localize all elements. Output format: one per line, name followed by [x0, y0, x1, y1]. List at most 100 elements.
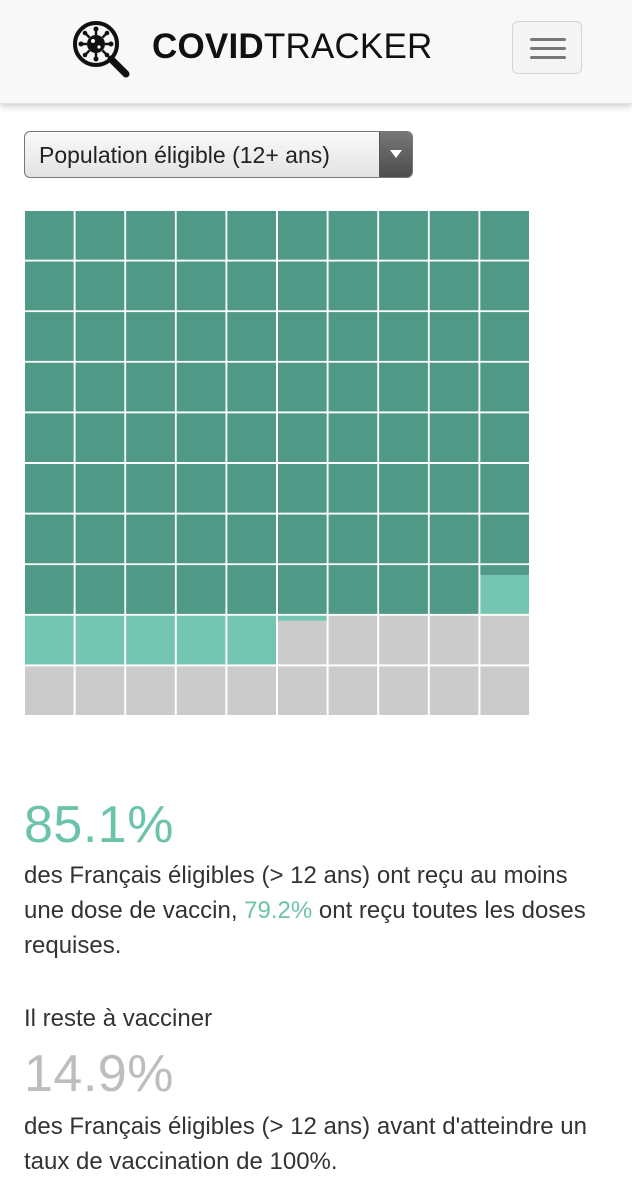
waffle-cell [126, 362, 175, 412]
waffle-cell [328, 666, 378, 715]
waffle-cell [126, 261, 175, 311]
waffle-cell [278, 312, 327, 361]
full-vaccinated-percentage: 79.2% [244, 897, 313, 924]
remaining-description: des Français éligibles (> 12 ans) avant … [24, 1113, 587, 1175]
waffle-cell [126, 565, 175, 614]
waffle-cell [429, 666, 479, 715]
waffle-cell [25, 362, 74, 412]
waffle-cell [75, 666, 125, 715]
waffle-cell [379, 615, 428, 665]
waffle-cell [278, 514, 327, 564]
waffle-cell [429, 413, 479, 462]
waffle-cell [429, 615, 479, 665]
waffle-cell [25, 413, 74, 462]
waffle-cell [176, 615, 226, 665]
dropdown-button[interactable] [379, 132, 412, 177]
waffle-cell [379, 565, 428, 614]
waffle-cell [328, 261, 378, 311]
waffle-cell [278, 615, 327, 665]
waffle-cell [480, 615, 529, 665]
waffle-cell [25, 615, 74, 665]
waffle-cell [126, 464, 175, 513]
waffle-cell [278, 464, 327, 513]
waffle-cell [75, 261, 125, 311]
waffle-cell [176, 514, 226, 564]
waffle-cell [480, 514, 529, 564]
brand-bold: COVID [152, 27, 264, 66]
waffle-cell [25, 261, 74, 311]
waffle-cell [328, 514, 378, 564]
waffle-cell [429, 312, 479, 361]
waffle-cell [176, 413, 226, 462]
waffle-cell [25, 565, 74, 614]
waffle-cell [176, 261, 226, 311]
brand-light: TRACKER [263, 27, 433, 66]
waffle-cell [480, 211, 529, 260]
waffle-cell [429, 514, 479, 564]
waffle-cell [176, 312, 226, 361]
vaccinated-description: des Français éligibles (> 12 ans) ont re… [24, 858, 614, 963]
waffle-cell [480, 312, 529, 361]
waffle-cell [75, 211, 125, 260]
waffle-cell [227, 615, 276, 665]
waffle-cell [126, 413, 175, 462]
waffle-cell [379, 464, 428, 513]
waffle-cell [75, 413, 125, 462]
waffle-cell [328, 362, 378, 412]
waffle-cell [227, 464, 276, 513]
virus-magnifier-icon[interactable] [70, 19, 132, 79]
waffle-cell [126, 666, 175, 715]
waffle-cell [429, 261, 479, 311]
dropdown-arrow-icon [390, 150, 402, 158]
menu-toggle-button[interactable] [512, 21, 582, 74]
waffle-cell [379, 514, 428, 564]
waffle-cell [227, 565, 276, 614]
vaccinated-percentage: 85.1% [24, 796, 174, 854]
waffle-cell [176, 565, 226, 614]
waffle-cell [379, 312, 428, 361]
waffle-cell [25, 312, 74, 361]
waffle-cell [278, 565, 327, 614]
waffle-cell [227, 413, 276, 462]
waffle-cell [25, 211, 74, 260]
population-select[interactable]: Population éligible (12+ ans) [24, 131, 413, 178]
vaccinated-text-after: ont reçu toutes les doses requises. [24, 897, 586, 959]
waffle-cell [480, 362, 529, 412]
waffle-cell [379, 261, 428, 311]
waffle-cell [429, 565, 479, 614]
remaining-percentage: 14.9% [24, 1045, 174, 1103]
waffle-cell [328, 565, 378, 614]
waffle-cell [126, 312, 175, 361]
vaccination-waffle-chart [24, 210, 530, 716]
waffle-cell [126, 615, 175, 665]
waffle-cell [480, 464, 529, 513]
waffle-cell [25, 514, 74, 564]
waffle-cell [75, 312, 125, 361]
waffle-cell [176, 362, 226, 412]
waffle-cell [176, 666, 226, 715]
waffle-cell [379, 413, 428, 462]
waffle-cell [328, 312, 378, 361]
waffle-cell [379, 362, 428, 412]
waffle-cell [25, 666, 74, 715]
waffle-cell [75, 615, 125, 665]
waffle-cell [278, 261, 327, 311]
waffle-cell [75, 565, 125, 614]
waffle-cell [227, 211, 276, 260]
waffle-cell [379, 211, 428, 260]
waffle-cell [328, 413, 378, 462]
waffle-cell [126, 514, 175, 564]
brand-title[interactable]: COVIDTRACKER [152, 26, 433, 68]
waffle-cell [227, 514, 276, 564]
waffle-cell [278, 666, 327, 715]
waffle-cell [126, 211, 175, 260]
waffle-cell [480, 261, 529, 311]
waffle-cell [480, 413, 529, 462]
waffle-cell [227, 261, 276, 311]
waffle-cell [278, 413, 327, 462]
waffle-cell [480, 666, 529, 715]
waffle-cell [227, 362, 276, 412]
waffle-cell [379, 666, 428, 715]
waffle-cell [328, 464, 378, 513]
waffle-cell [278, 211, 327, 260]
